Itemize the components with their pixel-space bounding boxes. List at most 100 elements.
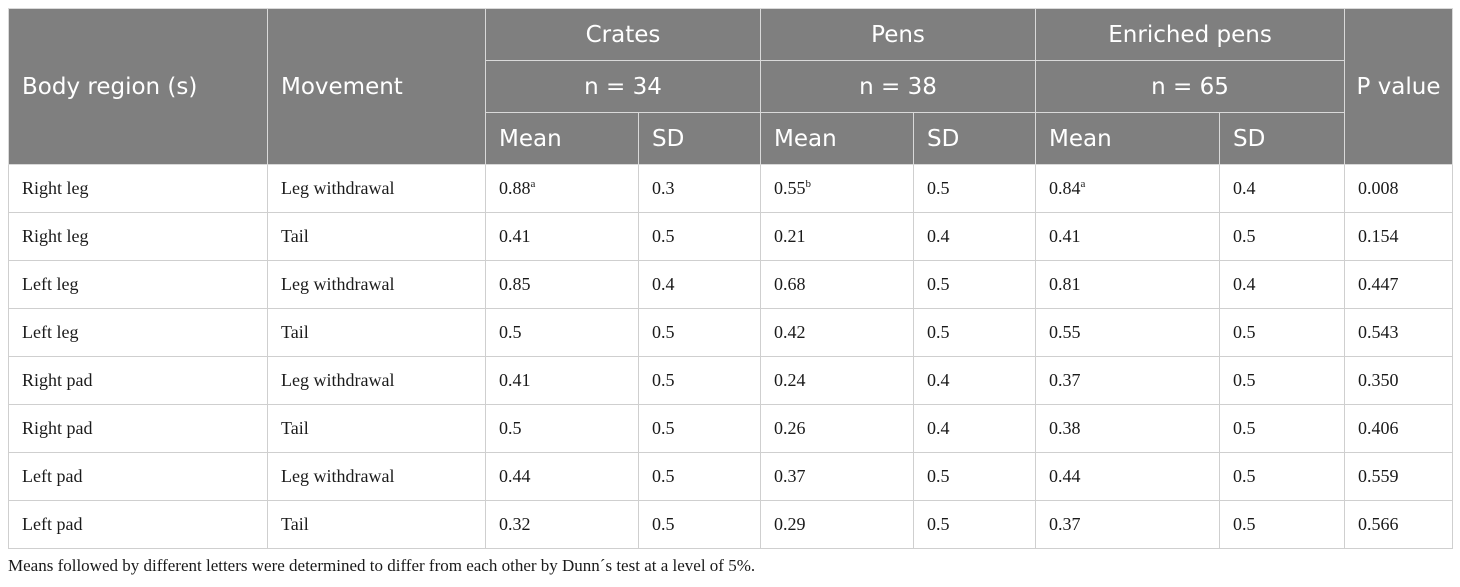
cell-enriched-mean: 0.44 [1035,452,1221,501]
table-header: Body region (s) Movement Crates Pens Enr… [8,8,1454,165]
mean-value: 0.55 [1049,322,1081,342]
cell-enriched-sd: 0.5 [1219,452,1346,501]
cell-crates-sd: 0.5 [637,356,762,405]
cell-p-value: 0.350 [1344,356,1454,405]
cell-body-region: Right pad [8,404,268,453]
cell-crates-mean: 0.41 [485,356,639,405]
cell-crates-sd: 0.4 [637,260,762,309]
header-crates-sd: SD [637,112,762,165]
cell-pens-sd: 0.4 [913,356,1037,405]
mean-value: 0.81 [1049,274,1081,294]
table-row: Left pad Leg withdrawal 0.44 0.5 0.37 0.… [8,452,1454,501]
header-enriched-mean: Mean [1035,112,1221,165]
cell-body-region: Right leg [8,212,268,261]
header-n-enriched-pens: n = 65 [1035,60,1346,113]
mean-value: 0.5 [499,322,522,342]
cell-p-value: 0.406 [1344,404,1454,453]
mean-value: 0.44 [1049,466,1081,486]
cell-pens-mean: 0.42 [760,308,915,357]
cell-p-value: 0.543 [1344,308,1454,357]
cell-p-value: 0.447 [1344,260,1454,309]
header-group-crates: Crates [484,8,762,61]
cell-enriched-mean: 0.55 [1035,308,1221,357]
mean-value: 0.44 [499,466,531,486]
cell-enriched-sd: 0.4 [1219,260,1346,309]
cell-enriched-mean: 0.38 [1035,404,1221,453]
cell-pens-sd: 0.5 [913,500,1037,549]
table-row: Right leg Tail 0.41 0.5 0.21 0.4 0.41 0.… [8,212,1454,261]
cell-pens-sd: 0.5 [913,164,1037,213]
mean-value: 0.41 [499,370,531,390]
header-pens-sd: SD [913,112,1037,165]
header-n-pens: n = 38 [760,60,1037,113]
cell-pens-mean: 0.55b [760,164,915,213]
cell-movement: Tail [267,212,486,261]
mean-value: 0.21 [774,226,806,246]
mean-value: 0.26 [774,418,806,438]
cell-enriched-sd: 0.5 [1219,308,1346,357]
mean-value: 0.38 [1049,418,1081,438]
cell-crates-mean: 0.44 [485,452,639,501]
cell-enriched-sd: 0.5 [1219,500,1346,549]
cell-pens-mean: 0.21 [760,212,915,261]
mean-value: 0.5 [499,418,522,438]
cell-body-region: Right leg [8,164,268,213]
cell-p-value: 0.559 [1344,452,1454,501]
mean-value: 0.37 [1049,514,1081,534]
cell-crates-sd: 0.5 [637,308,762,357]
cell-enriched-mean: 0.84a [1035,164,1221,213]
cell-crates-sd: 0.3 [637,164,762,213]
mean-value: 0.88 [499,178,531,198]
cell-pens-sd: 0.4 [913,404,1037,453]
table-body: Right leg Leg withdrawal 0.88a 0.3 0.55b… [8,164,1454,549]
cell-crates-mean: 0.85 [485,260,639,309]
mean-value: 0.85 [499,274,531,294]
cell-movement: Leg withdrawal [267,260,486,309]
mean-value: 0.37 [1049,370,1081,390]
significance-letter: b [805,178,812,190]
cell-crates-mean: 0.88a [485,164,639,213]
cell-movement: Tail [267,308,486,357]
header-p-value: P value [1344,8,1454,165]
mean-value: 0.29 [774,514,806,534]
mean-value: 0.24 [774,370,806,390]
results-table: Body region (s) Movement Crates Pens Enr… [8,8,1454,549]
cell-crates-mean: 0.32 [485,500,639,549]
cell-enriched-mean: 0.37 [1035,500,1221,549]
cell-enriched-sd: 0.5 [1219,356,1346,405]
cell-crates-sd: 0.5 [637,452,762,501]
cell-pens-mean: 0.68 [760,260,915,309]
cell-enriched-mean: 0.37 [1035,356,1221,405]
cell-crates-mean: 0.41 [485,212,639,261]
cell-pens-mean: 0.26 [760,404,915,453]
cell-movement: Tail [267,500,486,549]
table-row: Left leg Leg withdrawal 0.85 0.4 0.68 0.… [8,260,1454,309]
significance-letter: a [530,178,536,190]
cell-body-region: Right pad [8,356,268,405]
cell-body-region: Left pad [8,500,268,549]
cell-pens-mean: 0.24 [760,356,915,405]
mean-value: 0.68 [774,274,806,294]
table-row: Left pad Tail 0.32 0.5 0.29 0.5 0.37 0.5… [8,500,1454,549]
cell-pens-mean: 0.29 [760,500,915,549]
cell-pens-sd: 0.5 [913,260,1037,309]
cell-crates-sd: 0.5 [637,404,762,453]
cell-enriched-mean: 0.81 [1035,260,1221,309]
cell-pens-mean: 0.37 [760,452,915,501]
mean-value: 0.41 [499,226,531,246]
cell-pens-sd: 0.5 [913,308,1037,357]
header-movement: Movement [267,8,486,165]
cell-enriched-sd: 0.4 [1219,164,1346,213]
cell-crates-sd: 0.5 [637,500,762,549]
mean-value: 0.84 [1049,178,1081,198]
table-row: Right pad Tail 0.5 0.5 0.26 0.4 0.38 0.5… [8,404,1454,453]
cell-p-value: 0.154 [1344,212,1454,261]
cell-movement: Leg withdrawal [267,452,486,501]
table-row: Right leg Leg withdrawal 0.88a 0.3 0.55b… [8,164,1454,213]
mean-value: 0.32 [499,514,531,534]
cell-p-value: 0.008 [1344,164,1454,213]
cell-crates-mean: 0.5 [485,404,639,453]
header-group-pens: Pens [760,8,1037,61]
cell-body-region: Left pad [8,452,268,501]
cell-body-region: Left leg [8,308,268,357]
